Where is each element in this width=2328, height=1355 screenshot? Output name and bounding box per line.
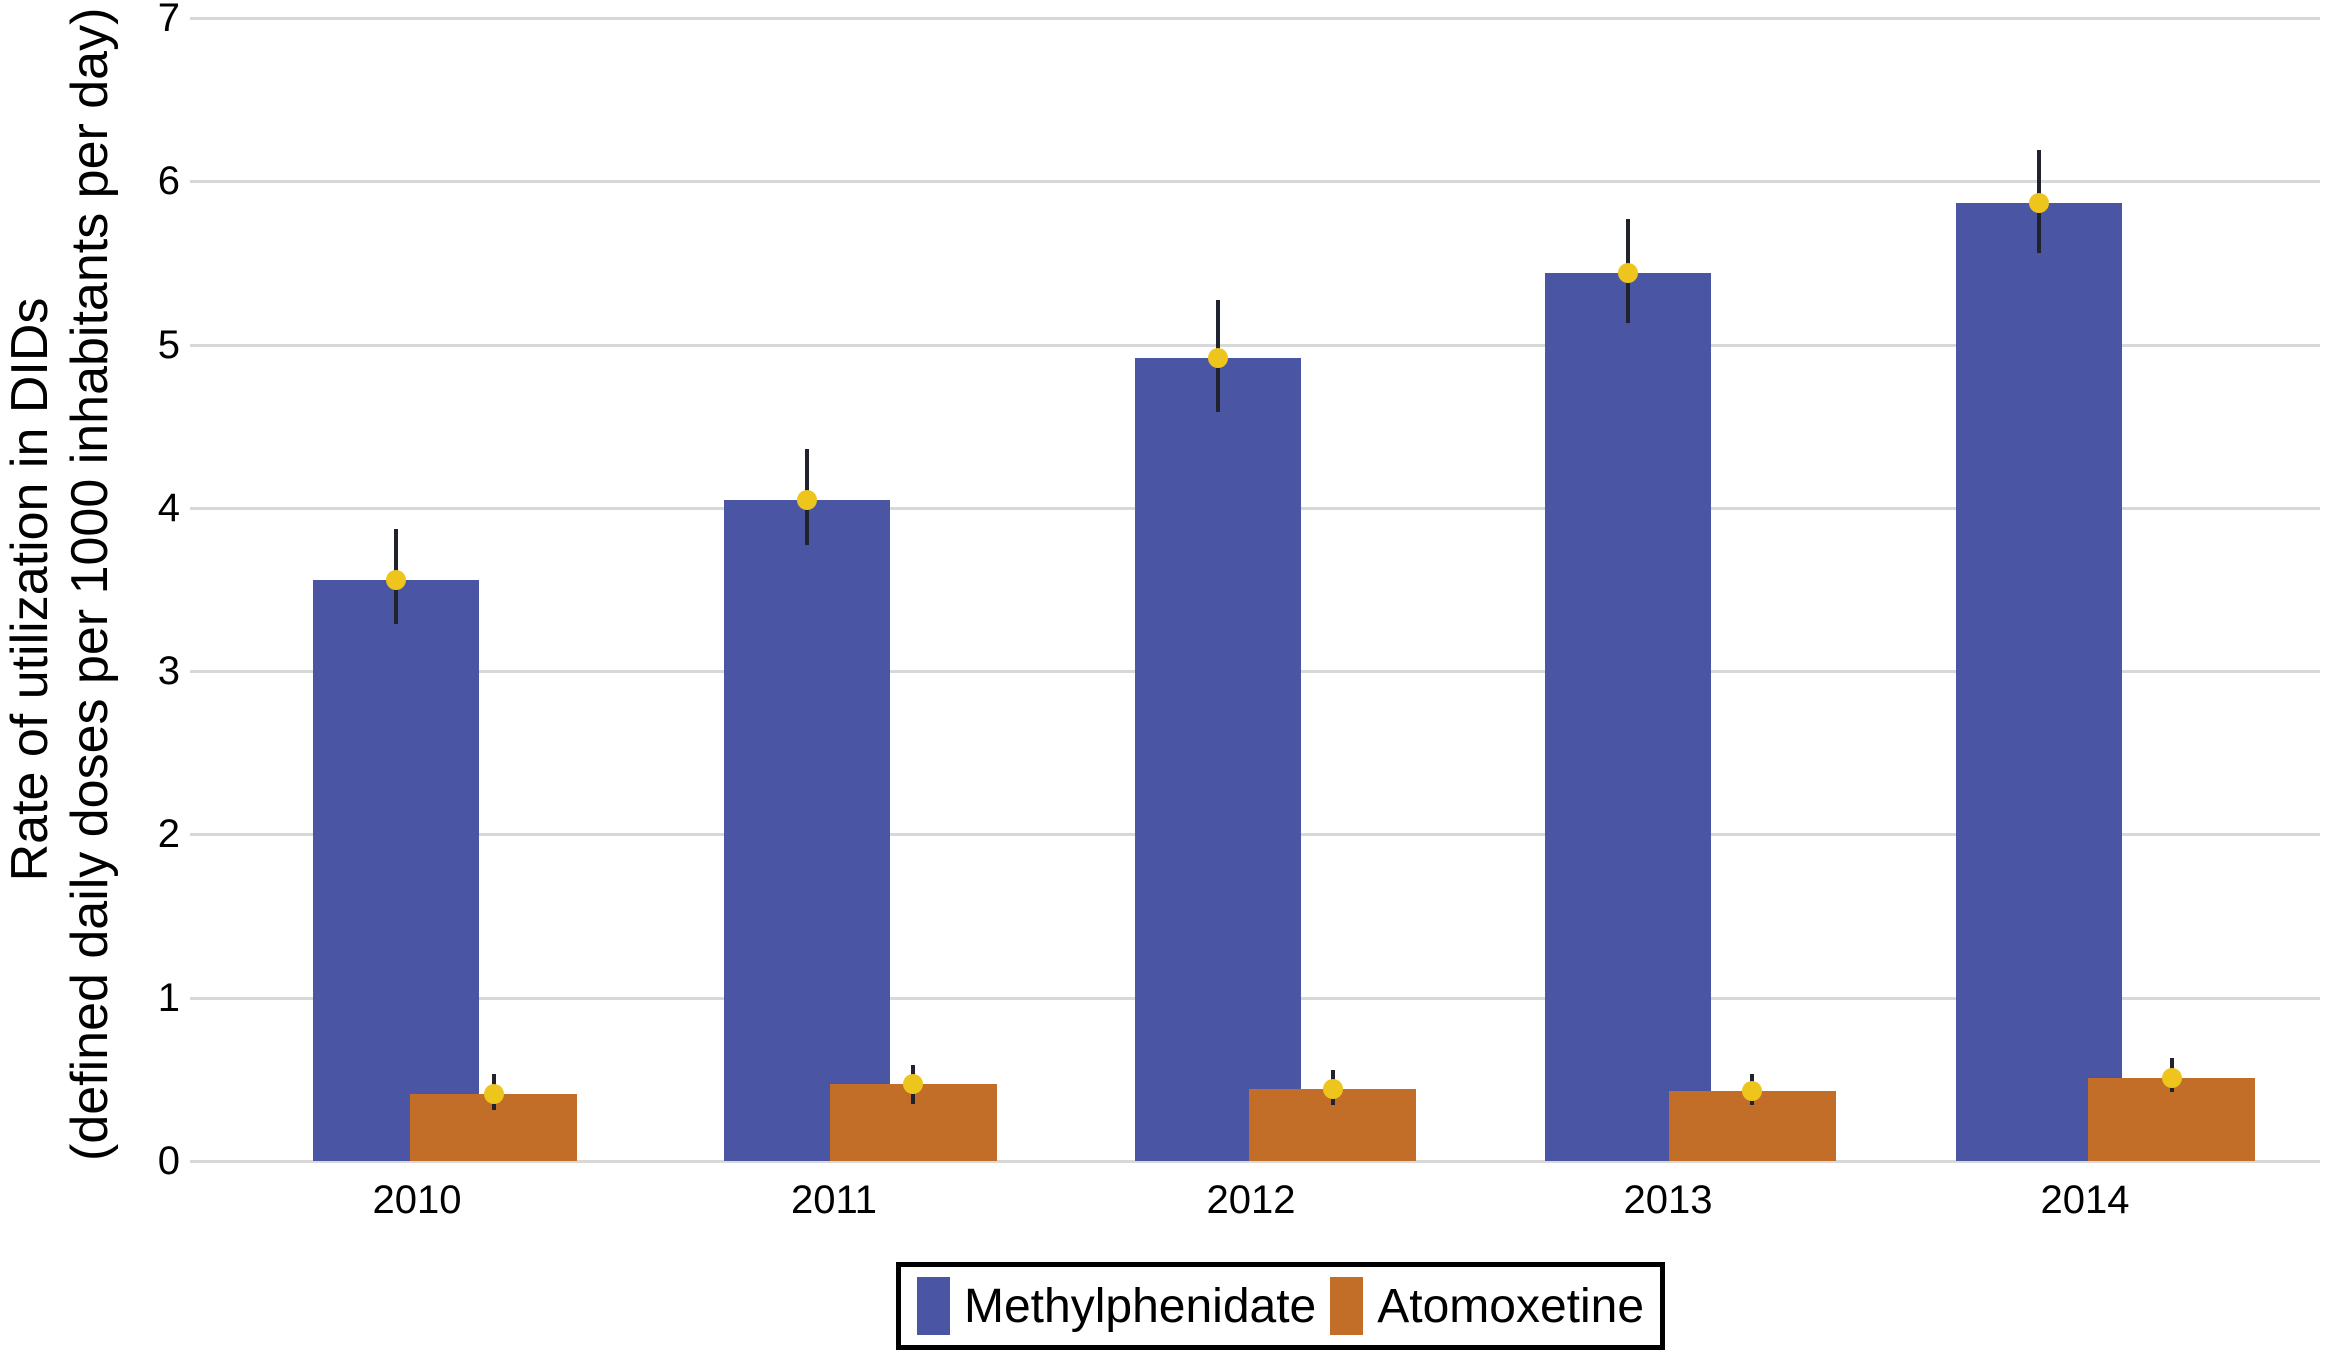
y-tick-label-5: 5	[157, 322, 180, 367]
gridline-y-5	[190, 343, 2320, 347]
mean-marker-methylphenidate-2011	[796, 489, 817, 510]
y-tick-label-4: 4	[157, 485, 180, 530]
bar-methylphenidate-2010	[313, 579, 479, 1161]
y-tick-label-7: 7	[157, 0, 180, 40]
mean-marker-atomoxetine-2012	[1322, 1079, 1343, 1100]
bar-methylphenidate-2013	[1545, 272, 1712, 1161]
y-tick-label-2: 2	[157, 812, 180, 857]
atomoxetine-swatch-icon	[1330, 1277, 1364, 1335]
gridline-y-0	[190, 1160, 2320, 1163]
legend: Methylphenidate Atomoxetine	[896, 1262, 1666, 1350]
mean-marker-methylphenidate-2014	[2029, 192, 2049, 213]
legend-label-methylphenidate: Methylphenidate	[964, 1279, 1317, 1333]
x-tick-label-2010: 2010	[372, 1178, 462, 1222]
y-tick-label-1: 1	[157, 975, 180, 1020]
y-tick-label-6: 6	[157, 159, 180, 204]
mean-marker-methylphenidate-2010	[386, 569, 406, 590]
y-tick-label-3: 3	[157, 649, 180, 694]
bar-methylphenidate-2011	[723, 499, 890, 1161]
mean-marker-atomoxetine-2013	[1742, 1080, 1762, 1101]
gridline-y-6	[190, 180, 2320, 184]
mean-marker-methylphenidate-2013	[1618, 262, 1639, 283]
x-tick-label-2011: 2011	[790, 1178, 877, 1222]
bar-methylphenidate-2012	[1134, 357, 1301, 1161]
mean-marker-atomoxetine-2011	[903, 1074, 923, 1095]
legend-entry-methylphenidate: Methylphenidate	[917, 1277, 1316, 1335]
mean-marker-atomoxetine-2010	[483, 1084, 504, 1105]
bar-methylphenidate-2014	[1956, 202, 2122, 1161]
legend-label-atomoxetine: Atomoxetine	[1377, 1279, 1645, 1333]
methylphenidate-swatch-icon	[917, 1277, 950, 1335]
plot-area	[190, 17, 2320, 1163]
gridline-y-7	[190, 17, 2320, 20]
legend-entry-atomoxetine: Atomoxetine	[1330, 1277, 1644, 1335]
mean-marker-atomoxetine-2014	[2161, 1067, 2182, 1088]
y-tick-label-0: 0	[157, 1139, 180, 1183]
x-tick-label-2012: 2012	[1206, 1178, 1296, 1222]
mean-marker-methylphenidate-2012	[1207, 347, 1228, 368]
x-tick-label-2014: 2014	[2040, 1178, 2130, 1222]
x-tick-label-2013: 2013	[1623, 1178, 1713, 1222]
